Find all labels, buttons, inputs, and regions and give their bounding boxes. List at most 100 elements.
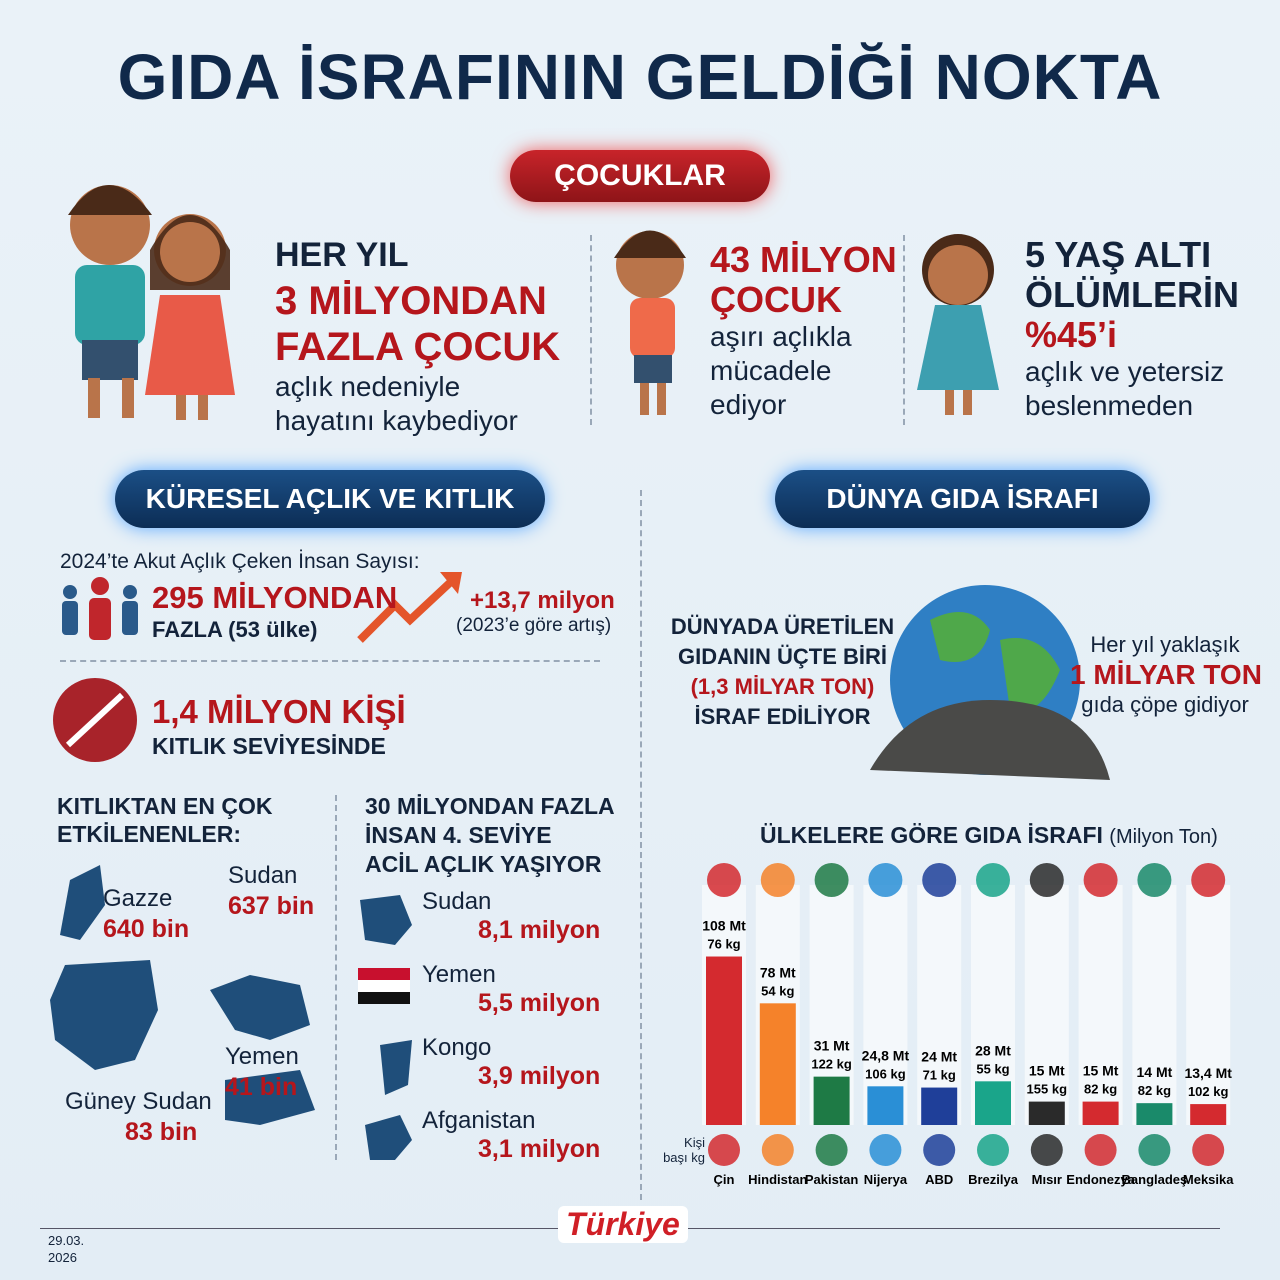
increase: +13,7 milyon: [470, 587, 615, 614]
flag: [923, 1134, 956, 1166]
section-badge: DÜNYA GIDA İSRAFI: [775, 470, 1150, 528]
value-label: 108 Mt: [702, 918, 746, 934]
bar-track: [1024, 885, 1069, 1125]
bar: [706, 956, 742, 1125]
value-label: 15 Mt: [1029, 1063, 1065, 1079]
trend-arrow: [357, 575, 458, 643]
yemen-flag: [358, 968, 410, 1004]
bar-track: [1132, 885, 1177, 1125]
bar-track: [917, 885, 962, 1125]
kids-illustration: [68, 185, 999, 420]
per-capita-label: 76 kg: [707, 937, 740, 952]
value-label: 15 Mt: [1083, 1063, 1119, 1079]
x-tick-label: Mısır: [1032, 1172, 1062, 1187]
flag: [1029, 863, 1064, 897]
flag: [815, 1134, 848, 1166]
country-name: Afganistan: [422, 1107, 536, 1134]
text-line: beslenmeden: [1025, 390, 1194, 421]
text-line: FAZLA ÇOCUK: [275, 325, 561, 369]
people-icon: [62, 577, 138, 640]
text-line: ACİL AÇLIK YAŞIYOR: [365, 851, 602, 877]
bar-track: [1186, 885, 1231, 1125]
divider: [903, 235, 905, 425]
country-name: Yemen: [225, 1043, 299, 1070]
flag: [708, 1134, 740, 1166]
bar: [867, 1086, 904, 1125]
x-tick-label: Brezilya: [968, 1172, 1019, 1187]
text-line: İSRAF EDİLİYOR: [694, 704, 871, 729]
country-name: Gazze: [103, 885, 173, 912]
chart-heading: ÜLKELERE GÖRE GIDA İSRAFI (Milyon Ton): [760, 822, 1218, 849]
flag: [814, 863, 849, 897]
per-capita-label: 71 kg: [923, 1068, 956, 1083]
text-line: hayatını kaybediyor: [275, 405, 518, 436]
per-capita-title: Kişi başı kg: [663, 1135, 705, 1165]
text-line: 2026: [48, 1250, 77, 1265]
flag: [1030, 1134, 1063, 1166]
section-heading: 30 MİLYONDAN FAZLA İNSAN 4. SEVİYE ACİL AÇ…: [365, 792, 615, 879]
bar: [1082, 1101, 1119, 1125]
text-line: 3 MİLYONDAN: [275, 279, 547, 323]
bar-track: [863, 885, 908, 1125]
stat-block: HER YIL 3 MİLYONDAN FAZLA ÇOCUK açlık neden…: [275, 232, 560, 438]
x-tick-label: Pakistan: [805, 1172, 859, 1187]
bar: [975, 1081, 1011, 1125]
x-tick-label: Çin: [714, 1172, 735, 1187]
per-capita-label: 106 kg: [865, 1066, 906, 1081]
divider: [60, 660, 600, 662]
chart-title: ÜLKELERE GÖRE GIDA İSRAFI: [760, 822, 1103, 848]
label: 2024’te Akut Açlık Çeken İnsan Sayısı:: [60, 550, 420, 573]
arrow-head: [440, 572, 462, 594]
text-line: GIDANIN ÜÇTE BİRİ: [678, 644, 887, 669]
per-capita-label: 55 kg: [976, 1061, 1009, 1076]
bar: [1136, 1103, 1173, 1125]
flag: [1084, 1134, 1117, 1166]
text-line: ediyor: [710, 389, 787, 420]
date: 29.03. 2026: [48, 1232, 84, 1266]
text-line: Her yıl yaklaşık: [1090, 632, 1240, 657]
text-line: başı kg: [663, 1150, 705, 1165]
text-line: %45’i: [1025, 314, 1118, 355]
value-label: 24 Mt: [921, 1049, 957, 1065]
flag: [869, 1134, 902, 1166]
stat-value: 1,4 MİLYON KİŞİ: [152, 693, 406, 730]
bar: [759, 1003, 796, 1125]
flag: [1191, 863, 1226, 897]
text-line: 43 MİLYON: [710, 239, 897, 280]
text-line: 30 MİLYONDAN FAZLA: [365, 793, 615, 819]
country-value: 5,5 milyon: [478, 989, 601, 1017]
value-label: 13,4 Mt: [1184, 1065, 1232, 1081]
country-name: Yemen: [422, 961, 496, 988]
country-name: Güney Sudan: [65, 1088, 212, 1115]
section-heading: KITLIKTAN EN ÇOK ETKİLENENLER:: [57, 792, 273, 848]
waste-text: Her yıl yaklaşık 1 MİLYAR TON gıda çöpe gi…: [1070, 630, 1262, 720]
text-line: gıda çöpe gidiyor: [1081, 692, 1249, 717]
text-line: ETKİLENENLER:: [57, 821, 241, 847]
per-capita-label: 54 kg: [761, 983, 794, 998]
bar: [1028, 1101, 1065, 1125]
x-tick-label: Meksika: [1183, 1172, 1234, 1187]
bar: [921, 1087, 958, 1125]
section-badge: KÜRESEL AÇLIK VE KITLIK: [115, 470, 545, 528]
famine-icon-cross: [65, 692, 125, 748]
divider: [335, 795, 337, 1160]
country-name: Sudan: [228, 862, 298, 889]
bar-track: [1078, 885, 1123, 1125]
per-capita-label: 82 kg: [1084, 1082, 1117, 1097]
maps: [50, 865, 412, 1160]
flag: [977, 1134, 1009, 1166]
text-line: Kişi: [684, 1135, 705, 1150]
flag: [1138, 1134, 1171, 1166]
waste-text: DÜNYADA ÜRETİLEN GIDANIN ÜÇTE BİRİ (1,3 Mİ…: [660, 612, 905, 732]
flag: [1192, 1134, 1225, 1166]
text-line: 29.03.: [48, 1233, 85, 1248]
country-value: 3,9 milyon: [478, 1062, 601, 1090]
flag: [1137, 863, 1172, 897]
section-badge: ÇOCUKLAR: [510, 150, 770, 202]
stat-sub: KITLIK SEVİYESİNDE: [152, 733, 386, 759]
globe-illustration: [870, 585, 1110, 780]
country-name: Sudan: [422, 888, 492, 915]
text-line: İNSAN 4. SEVİYE: [365, 822, 552, 848]
